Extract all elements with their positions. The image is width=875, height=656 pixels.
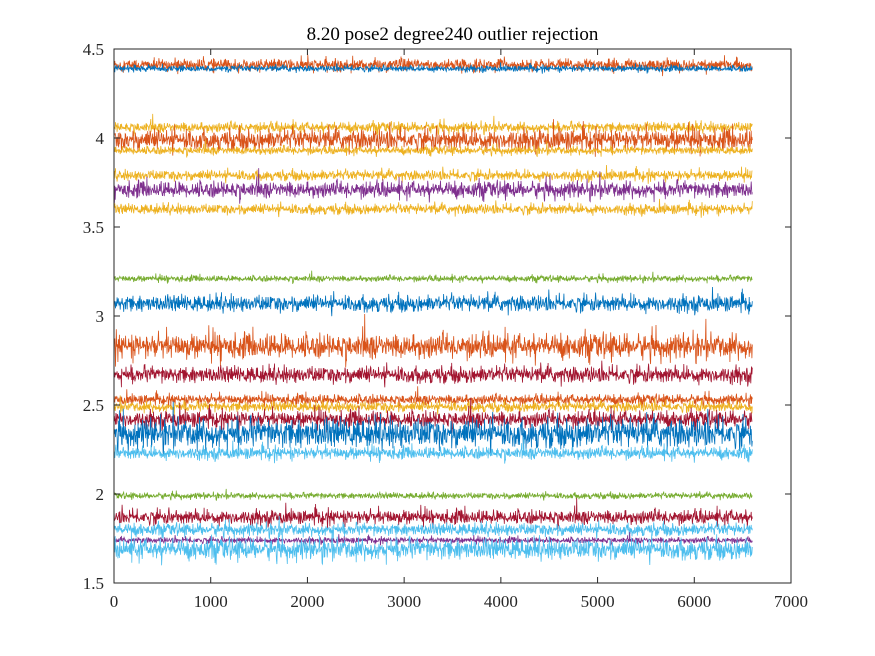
- y-axis: 1.5 2 2.5 3 3.5 4 4.5: [83, 40, 791, 593]
- series-layer: [113, 54, 753, 566]
- series-line-8: [113, 198, 753, 218]
- series-line-7: [113, 168, 753, 204]
- x-tick-label: 4000: [484, 592, 518, 611]
- series-line-9: [113, 270, 753, 284]
- y-tick-label: 3: [96, 307, 105, 326]
- series-line-1: [113, 54, 753, 77]
- series-line-5: [113, 139, 753, 158]
- series-line-14: [113, 395, 753, 415]
- x-axis: 0 1000 2000 3000 4000 5000 6000 7000: [110, 49, 808, 611]
- y-tick-label: 4.5: [83, 40, 104, 59]
- series-line-16: [113, 401, 753, 456]
- chart-title: 8.20 pose2 degree240 outlier rejection: [307, 24, 599, 45]
- series-line-20: [113, 515, 753, 540]
- series-line-22: [113, 526, 753, 566]
- series-line-17: [113, 436, 753, 464]
- x-tick-label: 2000: [290, 592, 324, 611]
- series-line-4: [113, 119, 753, 157]
- series-line-15: [113, 397, 753, 434]
- x-tick-label: 1000: [194, 592, 228, 611]
- series-line-10: [113, 286, 753, 317]
- y-tick-label: 4: [96, 129, 105, 148]
- x-tick-label: 6000: [677, 592, 711, 611]
- x-tick-label: 0: [110, 592, 119, 611]
- series-line-18: [113, 488, 753, 501]
- x-tick-label: 5000: [581, 592, 615, 611]
- y-tick-label: 2: [96, 485, 105, 504]
- x-tick-label: 7000: [774, 592, 808, 611]
- y-tick-label: 2.5: [83, 396, 104, 415]
- x-tick-label: 3000: [387, 592, 421, 611]
- y-tick-label: 1.5: [83, 574, 104, 593]
- series-line-6: [113, 164, 753, 184]
- series-line-2: [113, 62, 753, 74]
- series-line-13: [113, 386, 753, 409]
- series-line-12: [113, 360, 753, 388]
- y-tick-label: 3.5: [83, 218, 104, 237]
